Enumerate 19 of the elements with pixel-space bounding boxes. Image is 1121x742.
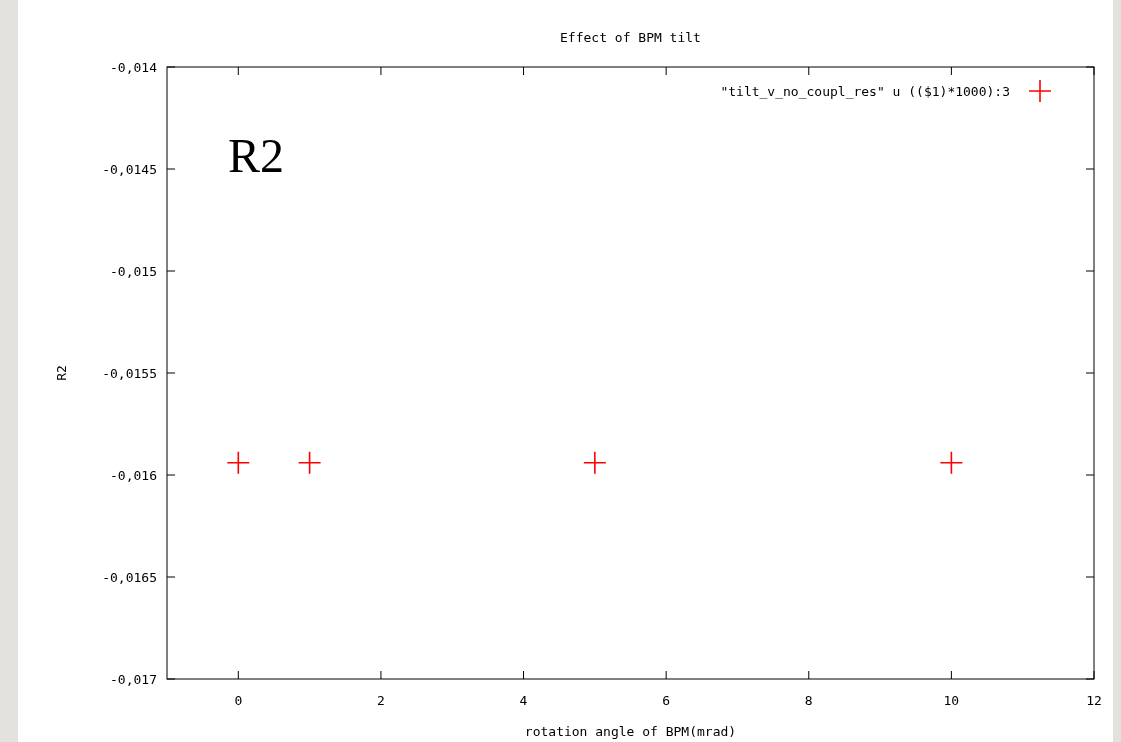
y-tick-label: -0,017 — [110, 672, 157, 687]
y-tick-label: -0,016 — [110, 468, 157, 483]
y-tick-label: -0,014 — [110, 60, 158, 75]
y-axis-title: R2 — [54, 365, 69, 381]
legend-label: "tilt_v_no_coupl_res" u (($1)*1000):3 — [720, 84, 1010, 99]
x-tick-label: 2 — [377, 693, 385, 708]
y-tick-label: -0,0155 — [102, 366, 157, 381]
chart-title: Effect of BPM tilt — [560, 30, 701, 45]
y-tick-label: -0,0145 — [102, 162, 157, 177]
x-tick-label: 4 — [519, 693, 528, 708]
y-tick-label: -0,015 — [110, 264, 157, 279]
x-tick-label: 0 — [234, 693, 243, 708]
x-tick-label: 12 — [1086, 693, 1102, 708]
x-tick-label: 10 — [943, 693, 960, 708]
x-tick-label: 8 — [804, 693, 813, 708]
annotation: R2 — [228, 129, 285, 182]
x-tick-label: 6 — [662, 693, 671, 708]
x-axis-title: rotation angle of BPM(mrad) — [524, 724, 737, 739]
y-tick-label: -0,0165 — [102, 570, 157, 585]
